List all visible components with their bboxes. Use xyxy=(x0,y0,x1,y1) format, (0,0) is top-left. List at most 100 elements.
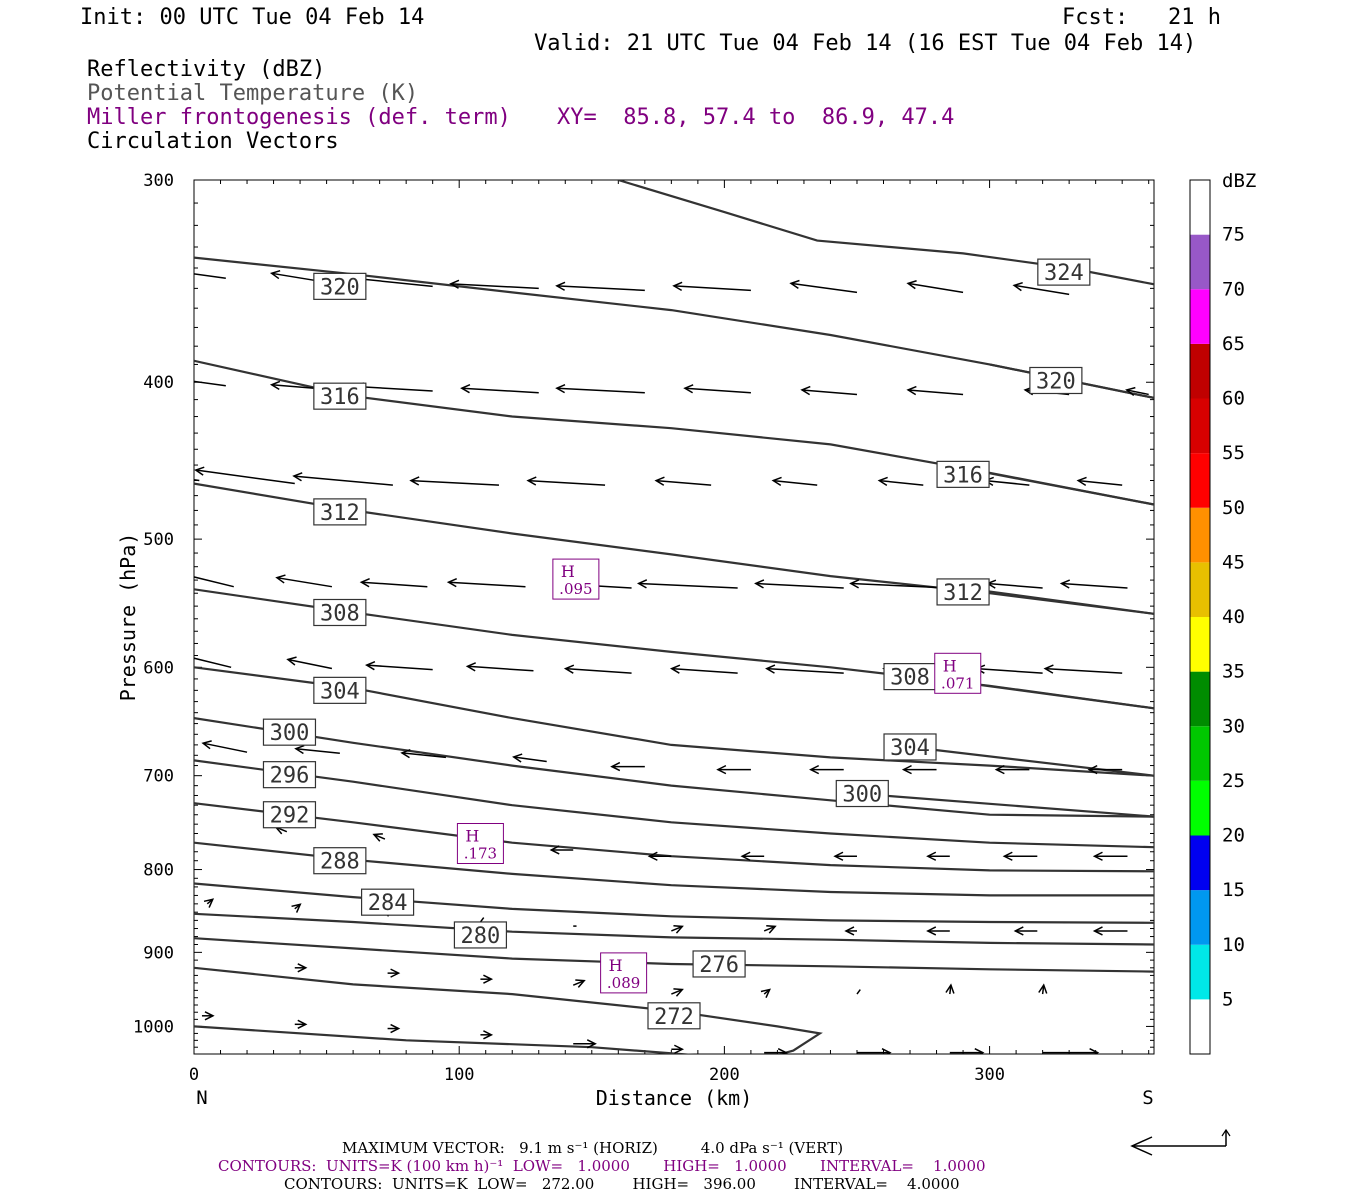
vector-head xyxy=(275,574,286,584)
y-tick-label: 900 xyxy=(143,943,174,963)
vector-head xyxy=(1125,386,1136,397)
vector-head xyxy=(194,466,205,476)
isentrope-label-box xyxy=(313,676,367,704)
circulation-vector xyxy=(766,667,844,674)
frontogenesis-max-value: .173 xyxy=(464,845,497,863)
circulation-vector xyxy=(572,979,585,986)
circulation-vector xyxy=(355,385,433,392)
circulation-vector xyxy=(763,925,776,932)
frontogenesis-max-label: H xyxy=(609,956,623,975)
circulation-vector xyxy=(755,582,844,589)
isentrope-label: 292 xyxy=(270,804,310,829)
vector-head xyxy=(483,974,494,984)
circulation-vector xyxy=(1014,284,1070,296)
circulation-vector xyxy=(194,657,232,669)
vector-head xyxy=(672,281,683,291)
isentrope-label-box xyxy=(835,779,889,808)
isentrope-300 xyxy=(856,792,1154,818)
circulation-vector xyxy=(907,282,964,294)
circulation-vector xyxy=(401,752,447,759)
colorbar-swatch xyxy=(1190,780,1210,836)
colorbar-level-label: 60 xyxy=(1222,388,1245,410)
isentrope-304 xyxy=(909,745,1154,777)
vector-head xyxy=(974,1047,985,1054)
circulation-vector xyxy=(638,582,738,589)
vector-head xyxy=(849,579,860,589)
isentrope-label-box xyxy=(313,382,367,410)
circulation-vector xyxy=(1061,582,1128,589)
reference-vector-vert-head xyxy=(1221,1128,1231,1137)
vector-head xyxy=(610,761,621,772)
footer-frontogenesis-contours: CONTOURS: UNITS=K (100 km h)⁻¹ LOW= 1.00… xyxy=(218,1157,986,1175)
vector-head xyxy=(297,963,308,973)
circulation-vector xyxy=(976,667,1043,674)
vector-head xyxy=(740,851,751,861)
vector-head xyxy=(901,764,912,775)
vector-head xyxy=(460,383,471,394)
colorbar-level-label: 45 xyxy=(1222,551,1245,573)
vector-head xyxy=(286,656,297,666)
isentrope-300 xyxy=(194,717,1154,818)
valid-time: Valid: 21 UTC Tue 04 Feb 14 (16 EST Tue … xyxy=(534,31,1197,56)
circulation-vector xyxy=(195,469,295,485)
vector-head xyxy=(204,1011,215,1021)
isentrope-276 xyxy=(194,937,1154,973)
isentrope-312 xyxy=(962,586,1154,615)
colorbar-swatch xyxy=(1190,507,1210,563)
y-tick-label: 600 xyxy=(143,658,174,678)
vector-head xyxy=(400,748,411,759)
vector-head xyxy=(390,1023,401,1034)
vector-head xyxy=(365,661,376,671)
circulation-vector xyxy=(790,282,858,294)
field-circulation-vectors: Circulation Vectors xyxy=(87,129,339,154)
circulation-vector xyxy=(907,389,964,396)
isentrope-label: 296 xyxy=(270,764,310,789)
isentrope-272 xyxy=(194,1025,695,1054)
vector-head xyxy=(881,1047,892,1054)
vector-head xyxy=(906,280,917,290)
colorbar-level-label: 50 xyxy=(1222,497,1245,519)
vector-head xyxy=(201,740,212,750)
isentrope-label-box xyxy=(262,761,317,789)
isentrope-label-box xyxy=(262,801,317,829)
x-end-label-north: N xyxy=(196,1087,207,1109)
circulation-vector xyxy=(987,582,1043,589)
y-tick-label: 800 xyxy=(143,861,174,881)
circulation-vector xyxy=(656,479,712,486)
colorbar-swatch xyxy=(1190,343,1210,399)
y-tick-label: 400 xyxy=(143,373,174,393)
circulation-vector xyxy=(528,479,606,486)
colorbar-level-label: 55 xyxy=(1222,442,1245,464)
isentrope-label-box xyxy=(313,272,367,300)
frontogenesis-max-label: H xyxy=(561,562,575,581)
colorbar-swatch xyxy=(1190,234,1210,290)
vector-head xyxy=(575,979,586,988)
y-tick-label: 500 xyxy=(143,530,174,550)
isentrope-280 xyxy=(194,912,1154,946)
isentrope-label: 312 xyxy=(943,581,983,606)
colorbar-swatch xyxy=(1190,289,1210,344)
isentrope-296 xyxy=(194,759,1154,849)
vector-head xyxy=(1038,983,1048,994)
footer-max-vector: MAXIMUM VECTOR: 9.1 m s⁻¹ (HORIZ) 4.0 dP… xyxy=(342,1139,844,1157)
vector-head xyxy=(766,925,777,934)
circulation-vector xyxy=(373,833,386,840)
isentrope-label: 316 xyxy=(320,385,360,410)
vector-head xyxy=(754,579,765,589)
colorbar-level-label: 5 xyxy=(1222,988,1233,1010)
colorbar-level-label: 25 xyxy=(1222,770,1245,792)
isentrope-label: 308 xyxy=(890,666,930,691)
vector-head xyxy=(446,577,458,588)
vector-head xyxy=(269,269,281,280)
isentrope-label-box xyxy=(360,888,415,916)
circulation-vector xyxy=(479,917,485,923)
vector-head xyxy=(1076,476,1087,487)
circulation-vector xyxy=(276,576,333,588)
isentrope-label: 316 xyxy=(943,463,983,488)
isentrope-label-box xyxy=(647,1002,701,1030)
vector-head xyxy=(1013,926,1024,936)
circulation-vector xyxy=(194,479,200,482)
isentrope-label: 304 xyxy=(320,679,360,704)
vector-head xyxy=(549,845,560,855)
footer-theta-contours: CONTOURS: UNITS=K LOW= 272.00 HIGH= 396.… xyxy=(284,1175,960,1193)
